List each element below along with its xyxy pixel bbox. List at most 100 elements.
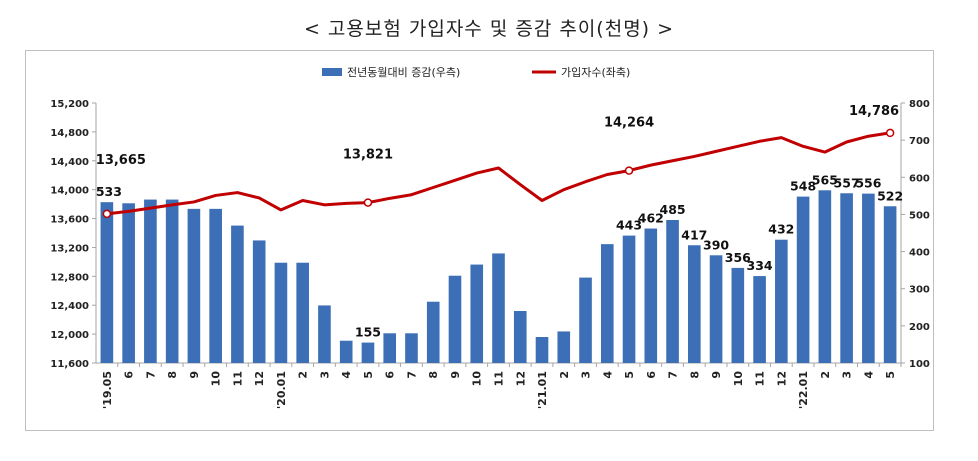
x-tick-label: 11 — [231, 371, 244, 386]
x-tick-label: '21.01 — [536, 371, 549, 409]
bar — [709, 255, 723, 363]
bars — [100, 190, 897, 363]
bar — [339, 340, 353, 363]
y-right-tick-label: 500 — [909, 210, 930, 221]
data-label: 557 — [834, 175, 860, 190]
x-tick-label: 5 — [623, 371, 636, 379]
bar — [535, 337, 549, 363]
bar — [209, 208, 222, 363]
bar — [862, 193, 875, 363]
bar — [165, 199, 179, 363]
legend-line-label: 가입자수(좌축) — [561, 66, 630, 79]
bar — [883, 206, 897, 363]
data-label: 522 — [877, 188, 903, 203]
x-tick-label: 8 — [688, 371, 701, 379]
y-left-tick-label: 14,400 — [50, 157, 89, 168]
bar — [644, 228, 658, 363]
line-series — [102, 128, 895, 219]
data-label: 533 — [96, 184, 122, 199]
bar — [818, 190, 832, 363]
y-left-tick-label: 12,000 — [50, 330, 89, 341]
axes: 11,600 12,000 12,400 12,800 13,200 13,600 14,0… — [50, 99, 930, 409]
chart-title: < 고용보험 가입자수 및 증감 추이(천명) > — [303, 18, 675, 40]
bar — [775, 239, 788, 363]
y-right-tick-label: 200 — [909, 322, 930, 333]
bar — [666, 220, 679, 363]
bar — [840, 193, 853, 363]
y-left-tick-label: 13,600 — [50, 215, 89, 226]
bar — [470, 264, 484, 363]
x-tick-label: 9 — [449, 371, 462, 379]
x-tick-label: 12 — [775, 371, 788, 386]
bar — [231, 225, 244, 363]
data-label: 548 — [790, 179, 816, 194]
x-tick-label: 4 — [862, 371, 875, 379]
x-tick-label: 5 — [884, 371, 897, 379]
data-label: 334 — [747, 258, 773, 273]
x-tick-label: 6 — [645, 371, 658, 379]
bar — [622, 235, 636, 363]
y-left-tick-label: 15,200 — [50, 99, 89, 110]
data-label: 390 — [703, 237, 729, 252]
bar — [252, 240, 266, 363]
y-right-tick-label: 700 — [909, 136, 930, 147]
line-point — [102, 209, 112, 219]
bar — [144, 199, 157, 363]
data-label: 462 — [638, 211, 664, 226]
x-tick-label: 2 — [297, 371, 310, 379]
bar — [361, 342, 375, 363]
y-right-tick-label: 300 — [909, 285, 930, 296]
x-tick-label: 10 — [471, 371, 484, 387]
x-tick-label: 2 — [558, 371, 571, 379]
x-tick-label: 4 — [340, 371, 353, 379]
data-labels: 5331554434624854173903563344325485655575… — [96, 104, 903, 340]
x-tick-label: 3 — [841, 371, 854, 379]
data-label: 14,786 — [849, 104, 899, 119]
x-tick-label: 12 — [514, 371, 527, 386]
chart-frame: 전년동월대비 증감(우측) 가입자수(좌축) 11,600 12,000 12,40… — [25, 50, 934, 431]
bar — [753, 276, 766, 363]
bar — [579, 277, 592, 363]
x-tick-label: 11 — [754, 371, 767, 386]
y-left-tick-label: 12,400 — [50, 301, 89, 312]
y-left-tick-label: 11,600 — [50, 359, 89, 370]
bar — [318, 305, 331, 363]
bar — [492, 253, 505, 363]
data-label: 485 — [660, 202, 686, 217]
y-right-tick-label: 600 — [909, 173, 930, 184]
bar — [688, 245, 701, 363]
bar — [100, 202, 114, 363]
line-point — [363, 198, 373, 207]
bar — [426, 301, 440, 363]
x-tick-label: 5 — [362, 371, 375, 379]
data-label: 417 — [681, 227, 707, 242]
line-path — [106, 131, 891, 216]
x-tick-label: 4 — [601, 371, 614, 379]
y-left-tick-label: 14,000 — [50, 186, 89, 197]
data-label: 432 — [768, 222, 794, 237]
x-tick-label: '20.01 — [275, 371, 288, 409]
bar — [405, 333, 418, 363]
bar — [600, 244, 614, 363]
x-tick-label: 3 — [318, 371, 331, 379]
data-label: 356 — [725, 250, 751, 265]
x-tick-label: 6 — [123, 371, 136, 379]
data-label: 556 — [855, 176, 881, 191]
y-left-tick-label: 13,200 — [50, 243, 89, 254]
bar — [731, 267, 745, 363]
x-tick-label: 10 — [210, 371, 223, 387]
legend: 전년동월대비 증감(우측) 가입자수(좌축) — [322, 66, 630, 79]
bar — [274, 262, 288, 363]
bar — [513, 311, 527, 363]
data-label: 565 — [812, 172, 838, 187]
legend-bar-label: 전년동월대비 증감(우측) — [347, 66, 460, 79]
y-right-tick-label: 100 — [909, 359, 930, 370]
data-label: 14,264 — [604, 116, 654, 131]
x-tick-label: 7 — [144, 371, 157, 379]
x-tick-label: 12 — [253, 371, 266, 386]
x-tick-label: 11 — [493, 371, 506, 386]
y-left-tick-label: 14,800 — [50, 128, 89, 139]
x-tick-label: 6 — [384, 371, 397, 379]
data-label: 443 — [616, 218, 642, 233]
bar — [122, 203, 135, 363]
